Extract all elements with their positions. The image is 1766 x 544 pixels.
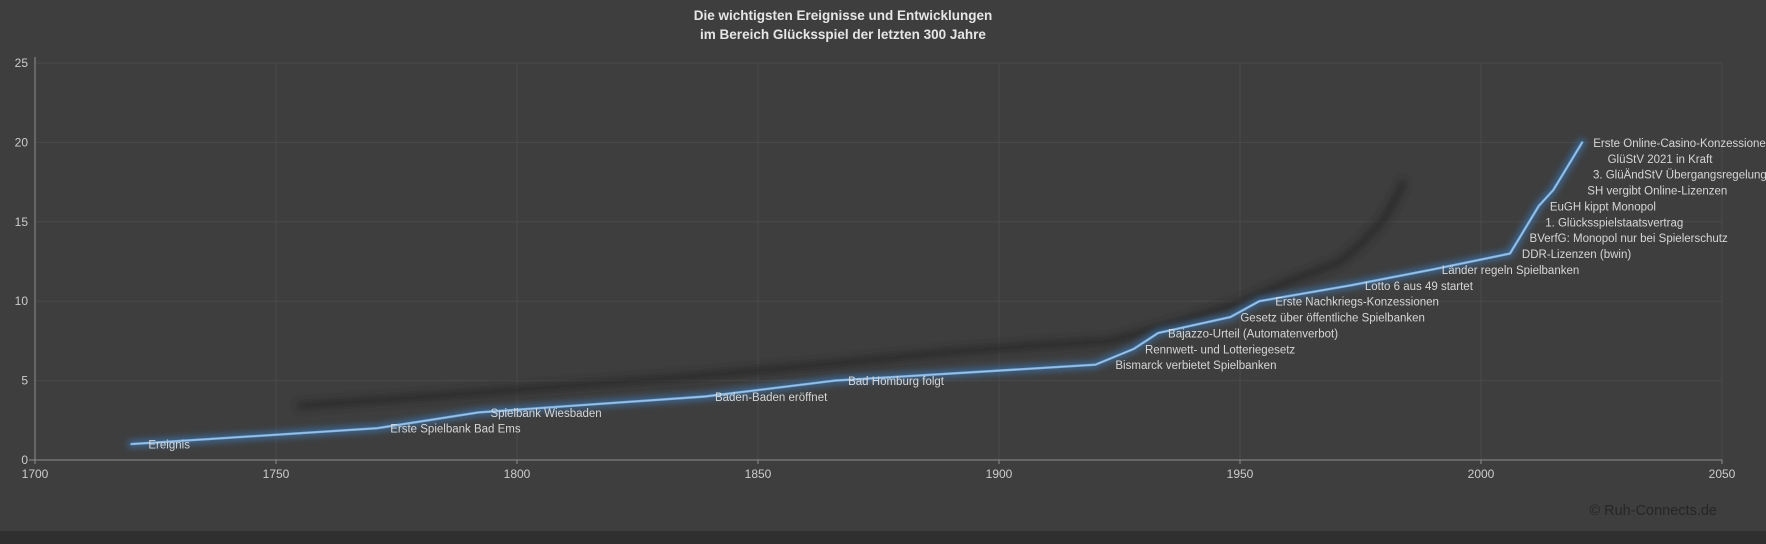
y-tick-label: 20 bbox=[15, 135, 29, 149]
event-label: Spielbank Wiesbaden bbox=[490, 408, 601, 420]
event-label: BVerfG: Monopol nur bei Spielerschutz bbox=[1530, 233, 1728, 245]
x-tick-label: 1700 bbox=[22, 467, 49, 481]
event-label: Länder regeln Spielbanken bbox=[1442, 265, 1579, 277]
y-tick-label: 25 bbox=[15, 56, 29, 70]
line-shadow bbox=[296, 179, 1407, 410]
event-line-highlight bbox=[131, 142, 1583, 445]
chart-title: Die wichtigsten Ereignisse und Entwicklu… bbox=[694, 6, 993, 44]
event-label: Erste Nachkriegs-Konzessionen bbox=[1275, 297, 1439, 309]
event-label: 3. GlüÄndStV Übergangsregelung bbox=[1593, 170, 1766, 182]
chart-title-line1: Die wichtigsten Ereignisse und Entwicklu… bbox=[693, 8, 993, 23]
event-label: Erste Spielbank Bad Ems bbox=[390, 424, 521, 436]
event-label: 1. Glücksspielstaatsvertrag bbox=[1545, 217, 1683, 229]
event-label: Ereignis bbox=[148, 440, 190, 452]
copyright-text: © Ruh-Connects.de bbox=[1589, 503, 1717, 519]
y-tick-label: 5 bbox=[21, 374, 28, 388]
event-label: Lotto 6 aus 49 startet bbox=[1365, 281, 1474, 293]
y-tick-label: 10 bbox=[15, 294, 29, 308]
event-label: Erste Online-Casino-Konzessionen bbox=[1593, 138, 1766, 150]
x-tick-label: 1850 bbox=[745, 467, 772, 481]
event-label: DDR-Lizenzen (bwin) bbox=[1522, 249, 1631, 261]
event-label: GlüStV 2021 in Kraft bbox=[1608, 154, 1714, 166]
x-tick-label: 1800 bbox=[504, 467, 531, 481]
footer-band bbox=[0, 531, 1766, 544]
x-tick-labels: 1700 1750 1800 1850 1900 1950 2000 2050 bbox=[22, 467, 1736, 481]
chart-title-line2: im Bereich Glücksspiel der letzten 300 J… bbox=[700, 27, 986, 42]
event-label: SH vergibt Online-Lizenzen bbox=[1587, 186, 1727, 198]
event-label: Rennwett- und Lotteriegesetz bbox=[1145, 344, 1295, 356]
event-label: Gesetz über öffentliche Spielbanken bbox=[1240, 313, 1425, 325]
event-labels: Ereignis Erste Spielbank Bad Ems Spielbank… bbox=[148, 138, 1766, 452]
y-tick-label: 0 bbox=[21, 453, 28, 467]
x-tick-label: 2050 bbox=[1709, 467, 1736, 481]
event-label: Bismarck verbietet Spielbanken bbox=[1115, 360, 1276, 372]
gridlines bbox=[35, 62, 1723, 460]
x-tick-label: 2000 bbox=[1468, 467, 1495, 481]
x-tick-label: 1750 bbox=[263, 467, 290, 481]
y-tick-labels: 0 5 10 15 20 25 bbox=[15, 56, 29, 467]
x-tick-label: 1950 bbox=[1227, 467, 1254, 481]
event-label: EuGH kippt Monopol bbox=[1550, 201, 1656, 213]
x-tick-label: 1900 bbox=[986, 467, 1013, 481]
event-label: Bajazzo-Urteil (Automatenverbot) bbox=[1168, 328, 1338, 340]
event-label: Baden-Baden eröffnet bbox=[715, 392, 828, 404]
axes bbox=[29, 57, 1723, 464]
y-tick-label: 15 bbox=[15, 215, 29, 229]
event-label: Bad Homburg folgt bbox=[848, 376, 945, 388]
